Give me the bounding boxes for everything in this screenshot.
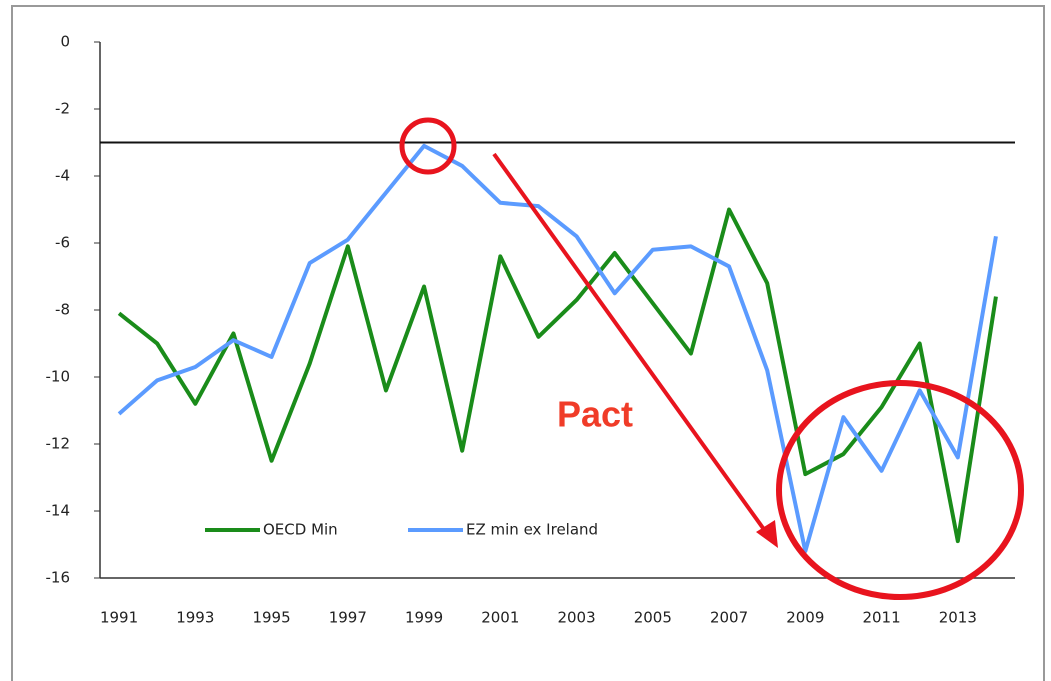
legend-label: EZ min ex Ireland (466, 521, 598, 539)
y-tick-label: 0 (60, 33, 70, 51)
x-tick-label: 2003 (557, 609, 595, 627)
x-tick-label: 2011 (862, 609, 900, 627)
x-tick-label: 2005 (634, 609, 672, 627)
x-tick-label: 1993 (176, 609, 214, 627)
highlight-circle (776, 380, 1024, 600)
x-tick-label: 1991 (100, 609, 138, 627)
x-tick-label: 1999 (405, 609, 443, 627)
series-line (117, 143, 998, 554)
y-tick-label: -14 (46, 502, 71, 520)
annotation: Pact (557, 394, 633, 435)
y-tick-label: -12 (46, 435, 71, 453)
x-tick-label: 1995 (252, 609, 290, 627)
y-tick-label: -2 (55, 100, 70, 118)
x-tick-label: 1997 (329, 609, 367, 627)
y-tick-label: -8 (55, 301, 70, 319)
plot-area: 0 -2 -4 -6 -8 -10 -12 -14 -16 1991 1993 1995 1997 199… (46, 33, 1015, 627)
y-tick-label: -4 (55, 167, 70, 185)
y-tick-label: -16 (46, 569, 71, 587)
x-tick-label: 2013 (939, 609, 977, 627)
arrow (492, 152, 770, 537)
arrow-head (756, 520, 778, 548)
highlight-circle (399, 117, 457, 175)
x-tick-label: 2009 (786, 609, 824, 627)
y-tick-label: -10 (46, 368, 71, 386)
y-tick-label: -6 (55, 234, 70, 252)
frame (11, 5, 1045, 681)
legend-label: OECD Min (263, 521, 338, 539)
x-tick-label: 2001 (481, 609, 519, 627)
series-line (117, 207, 998, 544)
x-tick-label: 2007 (710, 609, 748, 627)
